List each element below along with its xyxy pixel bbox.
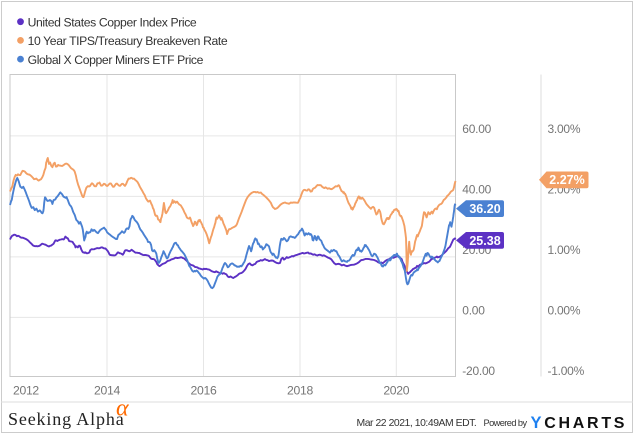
svg-text:CHARTS: CHARTS [544, 415, 627, 432]
svg-text:2.27%: 2.27% [549, 173, 584, 187]
svg-text:40.00: 40.00 [462, 182, 491, 196]
svg-text:Mar 22 2021, 10:49AM EDT.: Mar 22 2021, 10:49AM EDT. [357, 418, 477, 429]
svg-text:2012: 2012 [13, 384, 39, 398]
svg-text:2020: 2020 [383, 384, 409, 398]
svg-text:2018: 2018 [287, 384, 313, 398]
svg-text:-20.00: -20.00 [462, 364, 495, 378]
svg-text:Y: Y [531, 414, 542, 432]
svg-text:10 Year TIPS/Treasury Breakeve: 10 Year TIPS/Treasury Breakeven Rate [28, 34, 228, 48]
svg-text:2016: 2016 [191, 384, 217, 398]
svg-text:60.00: 60.00 [462, 122, 491, 136]
svg-text:-1.00%: -1.00% [548, 364, 585, 378]
svg-text:2014: 2014 [94, 384, 120, 398]
svg-text:0.00: 0.00 [462, 303, 485, 317]
svg-text:α: α [116, 396, 129, 422]
svg-text:25.38: 25.38 [469, 234, 500, 248]
svg-text:United States Copper Index Pri: United States Copper Index Price [28, 16, 197, 30]
svg-text:1.00%: 1.00% [548, 243, 581, 257]
svg-text:3.00%: 3.00% [548, 122, 581, 136]
svg-text:Powered by: Powered by [484, 418, 528, 428]
svg-text:36.20: 36.20 [469, 202, 500, 216]
svg-text:Seeking Alpha: Seeking Alpha [8, 409, 125, 429]
svg-text:Global X Copper Miners ETF Pri: Global X Copper Miners ETF Price [28, 53, 204, 67]
svg-text:0.00%: 0.00% [548, 303, 581, 317]
